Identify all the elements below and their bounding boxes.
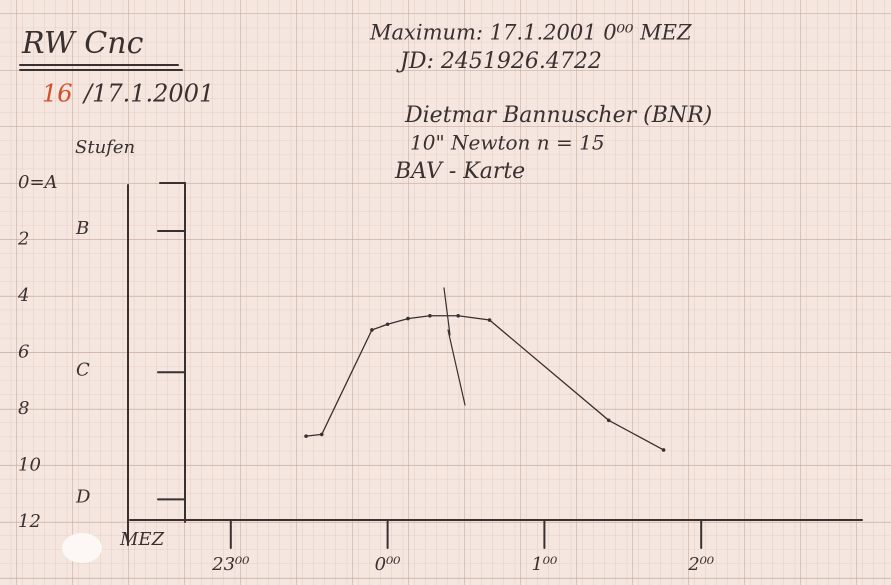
data-point xyxy=(456,313,460,318)
y-tick-label: 2 xyxy=(17,229,29,250)
data-point xyxy=(304,434,308,438)
data-point xyxy=(406,316,410,321)
annotation: Dietmar Bannuscher (BNR) xyxy=(404,103,712,128)
title-underline xyxy=(19,64,183,71)
light-curve xyxy=(305,315,664,451)
night-start: 16 xyxy=(42,80,73,108)
comparison-label: D xyxy=(75,486,91,507)
data-point xyxy=(606,418,611,423)
x-tick-label: 1⁰⁰ xyxy=(531,554,557,575)
chart-title: RW Cnc xyxy=(21,26,144,61)
x-tick-label: 2⁰⁰ xyxy=(687,554,714,575)
x-axis-label: MEZ xyxy=(119,529,165,550)
y-tick-label: 0=A xyxy=(18,172,58,193)
paper-spot xyxy=(62,533,102,563)
y-tick-label: 10 xyxy=(18,455,41,476)
data-point xyxy=(385,322,390,327)
stroke-mark xyxy=(443,287,466,406)
annotation: BAV - Karte xyxy=(394,159,525,184)
y-tick-label: 6 xyxy=(18,342,29,363)
x-tick-label: 23⁰⁰ xyxy=(211,554,249,575)
annotation: 10" Newton n = 15 xyxy=(410,131,605,155)
axes xyxy=(127,182,863,546)
data-point xyxy=(487,318,492,322)
y-tick-label: 12 xyxy=(18,511,41,532)
annotation: JD: 2451926.4722 xyxy=(396,49,602,74)
data-point xyxy=(661,448,666,452)
data-point xyxy=(319,432,324,437)
y-tick-label: 8 xyxy=(18,398,29,419)
y-axis-label: Stufen xyxy=(75,137,135,158)
data-point xyxy=(370,328,374,332)
y-tick-label: 4 xyxy=(17,285,29,306)
data-point xyxy=(428,313,432,318)
comparison-label: B xyxy=(75,218,89,239)
comparison-label: C xyxy=(76,359,90,380)
x-tick-label: 0⁰⁰ xyxy=(375,554,401,575)
annotation: Maximum: 17.1.2001 0⁰⁰ MEZ xyxy=(369,21,692,45)
date: /17.1.2001 xyxy=(82,80,214,108)
